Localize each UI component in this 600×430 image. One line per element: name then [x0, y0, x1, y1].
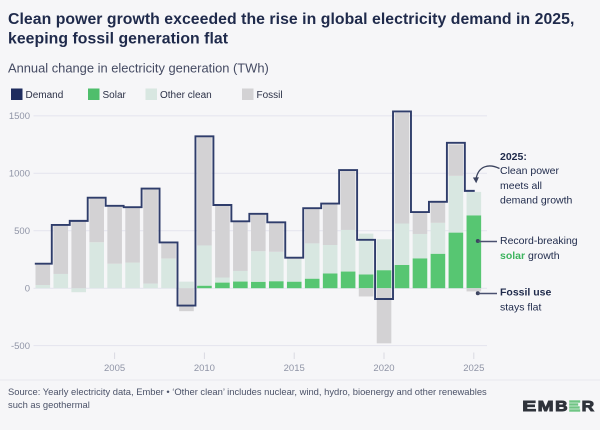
svg-text:2025: 2025	[463, 363, 484, 374]
svg-text:500: 500	[14, 226, 30, 237]
svg-text:demand growth: demand growth	[500, 195, 573, 207]
svg-text:E: E	[522, 398, 536, 415]
svg-text:1500: 1500	[9, 111, 30, 122]
svg-text:-500: -500	[11, 341, 30, 352]
svg-text:2010: 2010	[194, 363, 215, 374]
svg-text:stays flat: stays flat	[500, 302, 542, 314]
svg-text:keeping fossil generation flat: keeping fossil generation flat	[8, 31, 229, 48]
svg-text:Demand: Demand	[26, 90, 64, 101]
svg-text:0: 0	[25, 283, 30, 294]
svg-text:2005: 2005	[104, 363, 125, 374]
svg-text:B: B	[555, 398, 568, 415]
svg-text:M: M	[538, 398, 554, 415]
svg-text:Record-breaking: Record-breaking	[500, 235, 578, 247]
svg-text:such as geothermal: such as geothermal	[8, 399, 90, 410]
svg-text:Source: Yearly electricity dat: Source: Yearly electricity data, Ember •…	[8, 386, 487, 397]
svg-text:Fossil use: Fossil use	[500, 287, 552, 299]
svg-text:2025:: 2025:	[500, 151, 527, 163]
svg-text:Clean power growth exceeded th: Clean power growth exceeded the rise in …	[8, 11, 574, 28]
svg-text:solar growth: solar growth	[500, 250, 560, 262]
svg-text:2020: 2020	[373, 363, 394, 374]
svg-text:Solar: Solar	[103, 90, 127, 101]
svg-text:2015: 2015	[284, 363, 305, 374]
svg-text:Other clean: Other clean	[160, 90, 212, 101]
svg-text:meets all: meets all	[500, 180, 542, 192]
svg-text:Clean power: Clean power	[500, 165, 559, 177]
svg-text:Fossil: Fossil	[257, 90, 283, 101]
svg-text:Annual change in electricity g: Annual change in electricity generation …	[8, 61, 269, 76]
svg-text:R: R	[582, 398, 595, 415]
svg-text:1000: 1000	[9, 169, 30, 180]
